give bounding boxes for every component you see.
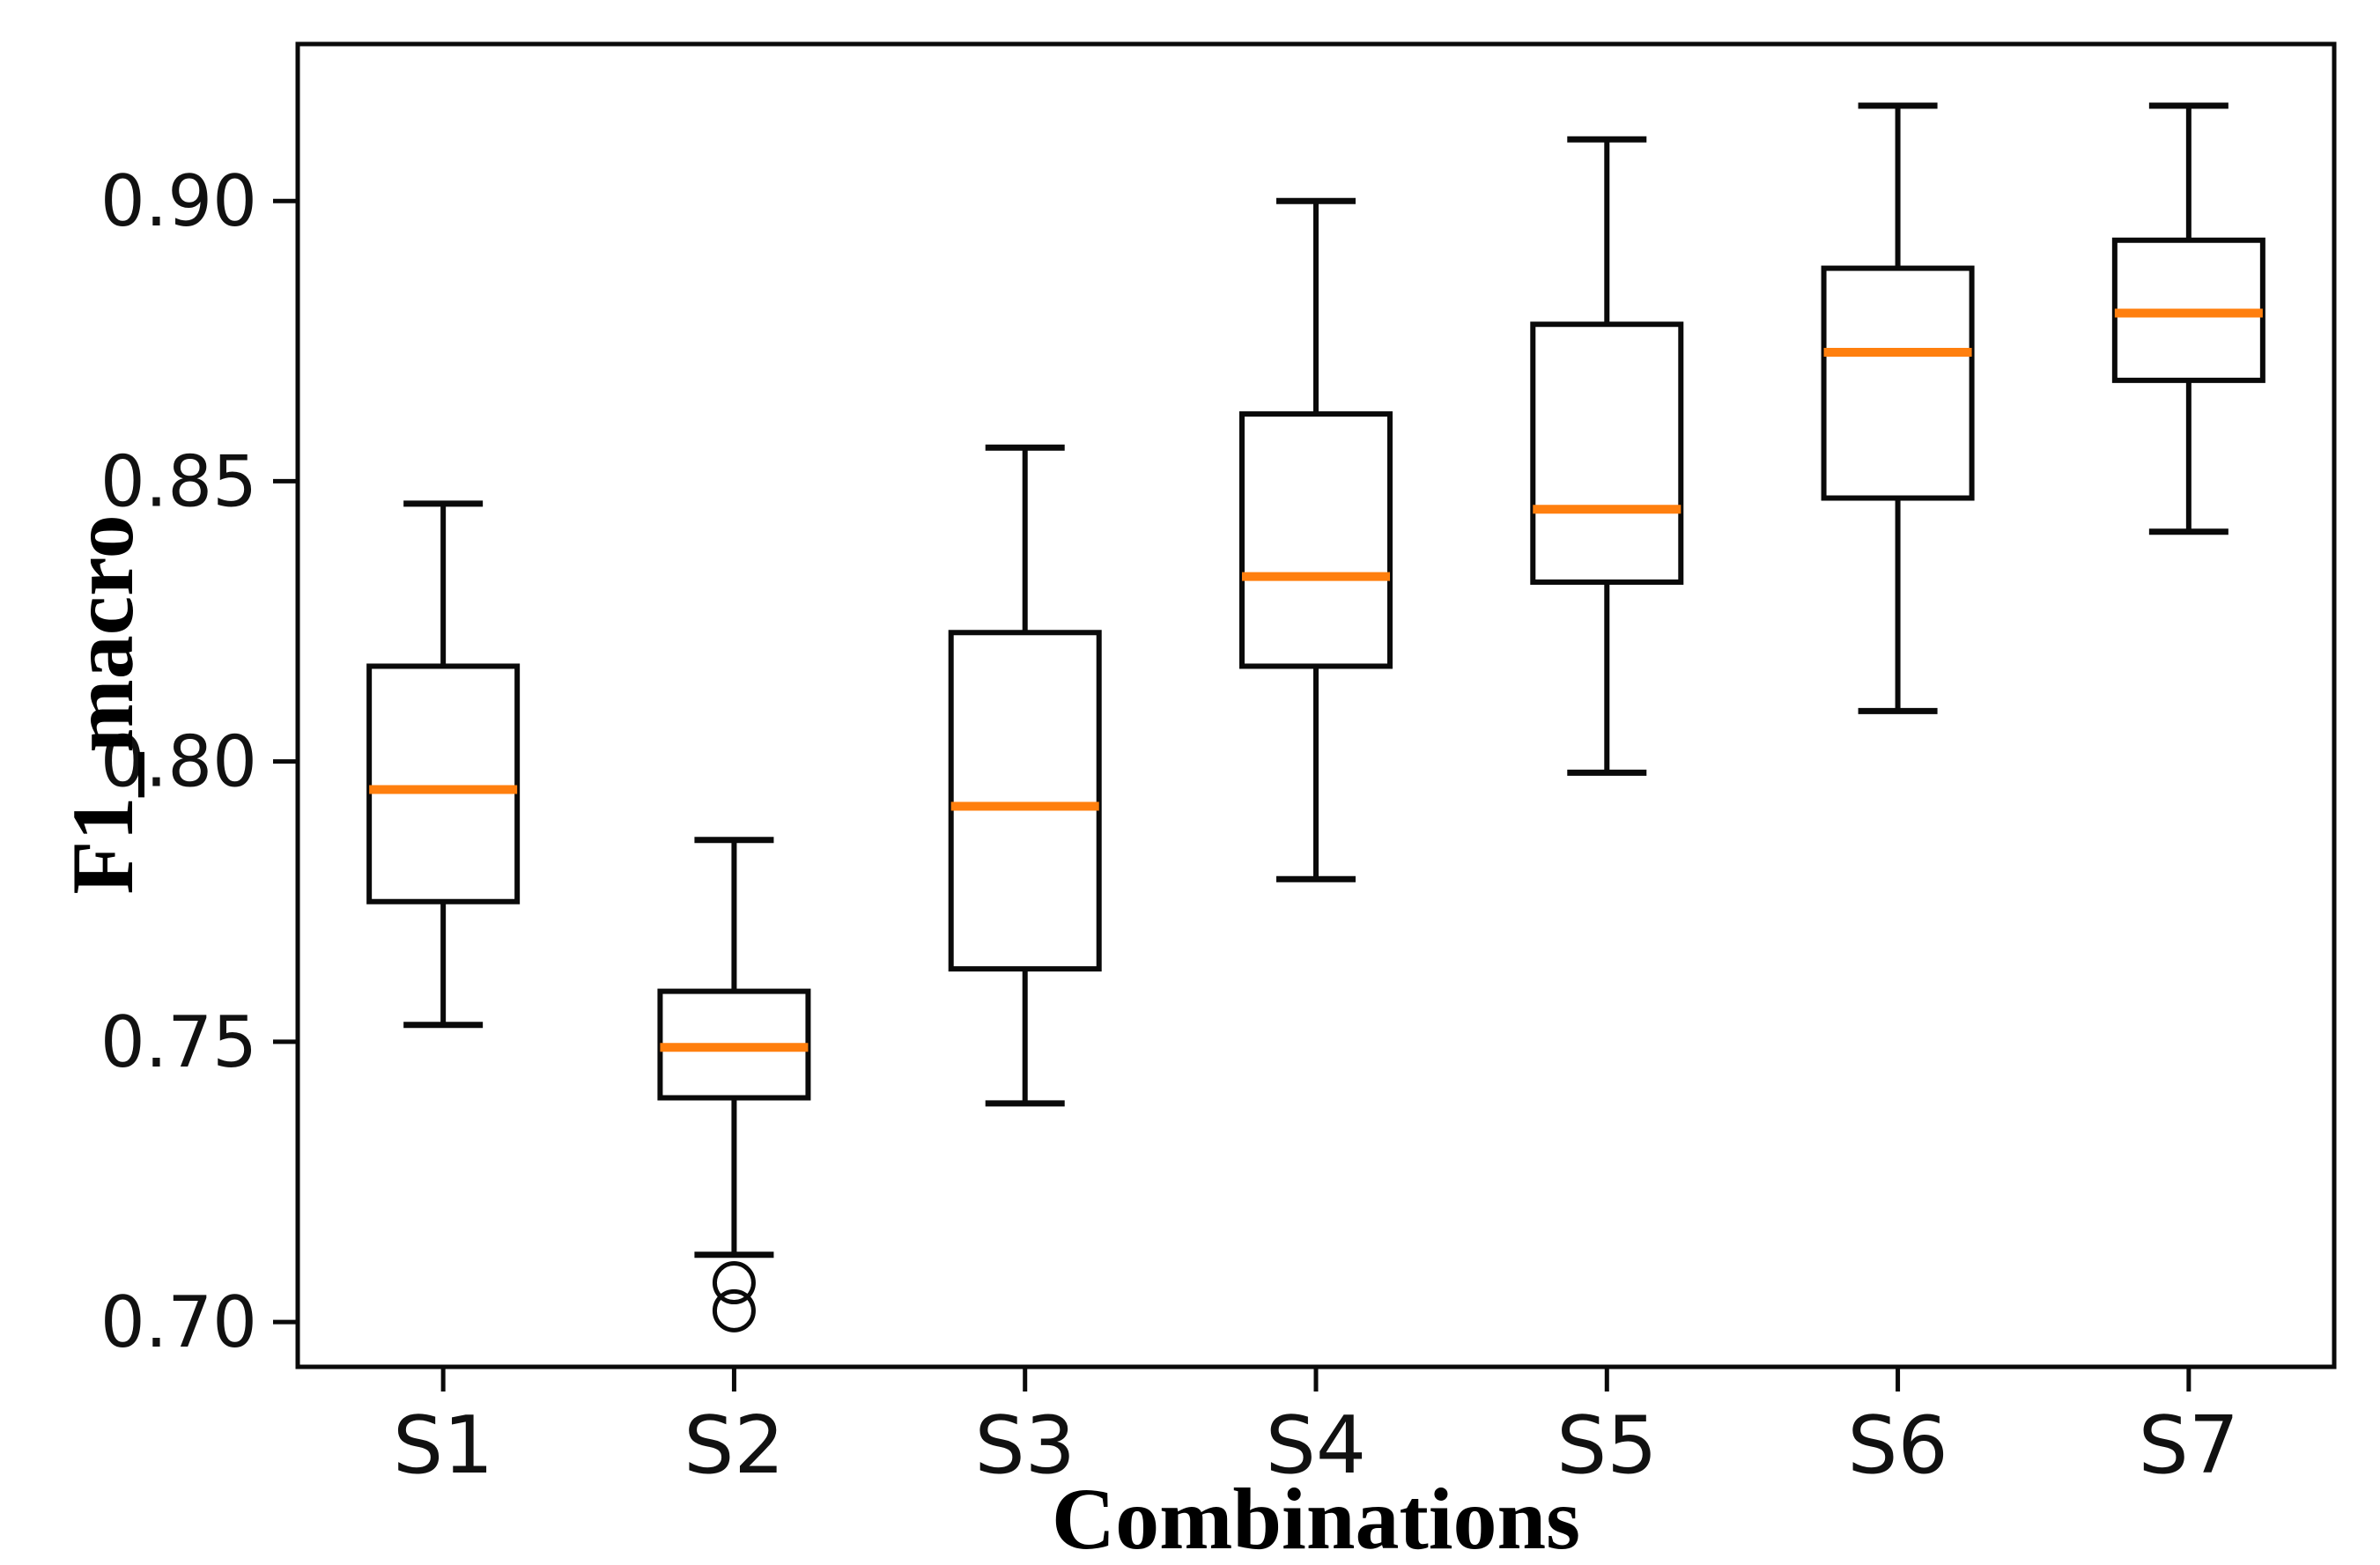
y-tick-label-0.70: 0.70 [100,1281,257,1363]
x-axis-title: Combinations [1052,1470,1580,1565]
box-S3 [948,630,1102,972]
x-tick-label-S3: S3 [975,1399,1075,1492]
x-tick-label-S1: S1 [393,1399,493,1492]
y-tick-label-0.85: 0.85 [100,440,257,522]
y-tick-label-0.80: 0.80 [100,721,257,803]
x-tick-label-S6: S6 [1847,1399,1948,1492]
y-tick-label-0.90: 0.90 [100,160,257,242]
y-tick-label-0.75: 0.75 [100,1001,257,1083]
x-tick-label-S7: S7 [2139,1399,2239,1492]
plot-contents: 0.70 0.75 0.80 0.85 0.90 S1 S2 S3 S4 S5 S6 S7 [100,102,2265,1492]
box-S5 [1530,321,1684,585]
box-S1 [366,663,521,904]
x-tick-label-S4: S4 [1266,1399,1366,1492]
x-tick-label-S2: S2 [684,1399,784,1492]
box-S4 [1239,411,1393,669]
outlier-S2-1 [712,1261,756,1305]
outlier-S2-2 [712,1288,756,1332]
box-S6 [1821,265,1975,501]
y-axis-title: F1_macro [54,514,152,894]
x-tick-label-S5: S5 [1556,1399,1657,1492]
